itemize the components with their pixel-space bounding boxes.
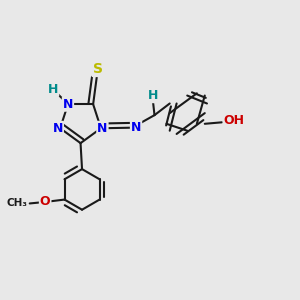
- Text: N: N: [97, 122, 108, 135]
- Text: N: N: [63, 98, 73, 111]
- Text: O: O: [40, 196, 50, 208]
- Text: H: H: [148, 89, 158, 102]
- Text: S: S: [93, 62, 103, 76]
- Text: N: N: [131, 121, 141, 134]
- Text: OH: OH: [224, 114, 244, 127]
- Text: H: H: [48, 83, 58, 96]
- Text: N: N: [52, 122, 63, 135]
- Text: CH₃: CH₃: [6, 199, 27, 208]
